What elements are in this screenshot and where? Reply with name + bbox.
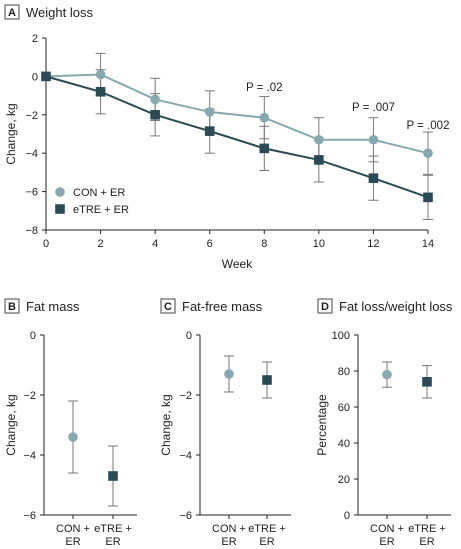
y-tick-label: −4 [179, 450, 192, 462]
data-point-etre [422, 377, 432, 387]
y-tick-label: −8 [25, 225, 38, 237]
legend-marker-etre [55, 204, 65, 214]
p-value-annotation: P = .007 [352, 102, 395, 114]
y-tick-label: −4 [25, 148, 38, 160]
data-point-etre [368, 173, 379, 183]
y-tick-label: −6 [179, 510, 192, 522]
series-line-con [45, 73, 429, 155]
data-point-etre [108, 471, 118, 481]
data-point-etre [204, 126, 215, 136]
x-tick-label: 2 [98, 238, 104, 250]
x-tick-label: ER [221, 536, 236, 548]
x-tick-label: 10 [313, 238, 325, 250]
y-axis-title: Change, kg [159, 394, 173, 455]
y-tick-label: −2 [23, 390, 36, 402]
data-point-con [259, 112, 270, 123]
data-point-etre [150, 110, 160, 120]
panel-letter-box [4, 298, 20, 314]
data-point-con [368, 134, 379, 145]
data-point-con [224, 369, 234, 379]
y-tick-label: 0 [32, 71, 38, 83]
y-tick-label: 0 [30, 330, 36, 342]
x-tick-label: CON + [370, 523, 404, 535]
y-tick-label: 40 [338, 438, 350, 450]
x-tick-label: ER [379, 536, 394, 548]
data-point-con [95, 69, 106, 80]
panel-letter-box [317, 298, 333, 314]
legend-label: CON + ER [73, 187, 125, 199]
legend-label: eTRE + ER [73, 204, 129, 216]
y-axis-title: Change, kg [4, 394, 18, 455]
panel-title: Fat loss/weight loss [339, 299, 453, 314]
y-tick-label: 60 [338, 402, 350, 414]
data-point-con [382, 369, 392, 380]
x-tick-label: 8 [261, 238, 267, 250]
panel-title: Fat-free mass [182, 299, 263, 314]
p-value-annotation: P = .002 [407, 120, 450, 132]
data-point-con [314, 134, 324, 145]
data-point-etre [423, 192, 433, 203]
y-tick-label: 0 [344, 510, 350, 522]
panel-letter: C [164, 301, 172, 313]
panel-letter-box [4, 4, 20, 20]
x-tick-label: eTRE + [248, 523, 286, 535]
y-tick-label: 100 [332, 330, 350, 342]
x-tick-label: CON + [56, 523, 90, 535]
data-point-con [150, 94, 160, 105]
p-value-annotation: P = .02 [246, 82, 283, 94]
data-point-etre [314, 155, 324, 165]
panel-letter: D [321, 301, 329, 313]
data-point-con [204, 107, 215, 117]
data-point-etre [95, 86, 106, 97]
x-axis-title: Week [222, 257, 253, 271]
panel-letter: B [8, 301, 16, 313]
y-tick-label: 2 [32, 33, 38, 45]
y-tick-label: −6 [25, 187, 38, 199]
x-tick-label: 0 [43, 238, 49, 250]
x-tick-label: ER [259, 536, 274, 548]
series-line-etre [45, 75, 429, 199]
y-axis-title: Change, kg [4, 103, 18, 164]
data-point-con [68, 432, 78, 442]
y-tick-label: −2 [25, 110, 38, 122]
x-tick-label: ER [419, 536, 434, 548]
x-tick-label: 6 [207, 238, 213, 250]
y-tick-label: 80 [338, 366, 350, 378]
x-tick-label: ER [65, 536, 80, 548]
data-point-etre [41, 71, 51, 82]
data-point-etre [262, 375, 272, 385]
x-tick-label: 14 [422, 238, 434, 250]
data-point-etre [259, 143, 270, 154]
y-tick-label: 20 [338, 474, 350, 486]
x-tick-label: eTRE + [94, 523, 132, 535]
panel-title: Fat mass [26, 299, 80, 314]
data-point-con [423, 148, 433, 158]
x-tick-label: 4 [152, 238, 158, 250]
y-tick-label: −2 [179, 390, 192, 402]
x-tick-label: 12 [367, 238, 379, 250]
x-tick-label: CON + [212, 523, 246, 535]
panel-letter-box [160, 298, 176, 314]
panel-letter: A [8, 7, 16, 19]
y-axis-title: Percentage [315, 394, 329, 456]
y-tick-label: 0 [186, 330, 192, 342]
x-tick-label: eTRE + [408, 523, 446, 535]
y-tick-label: −6 [23, 510, 36, 522]
panel-title: Weight loss [26, 5, 93, 20]
x-tick-label: ER [105, 536, 120, 548]
legend-marker-con [55, 187, 65, 197]
y-tick-label: −4 [23, 450, 36, 462]
